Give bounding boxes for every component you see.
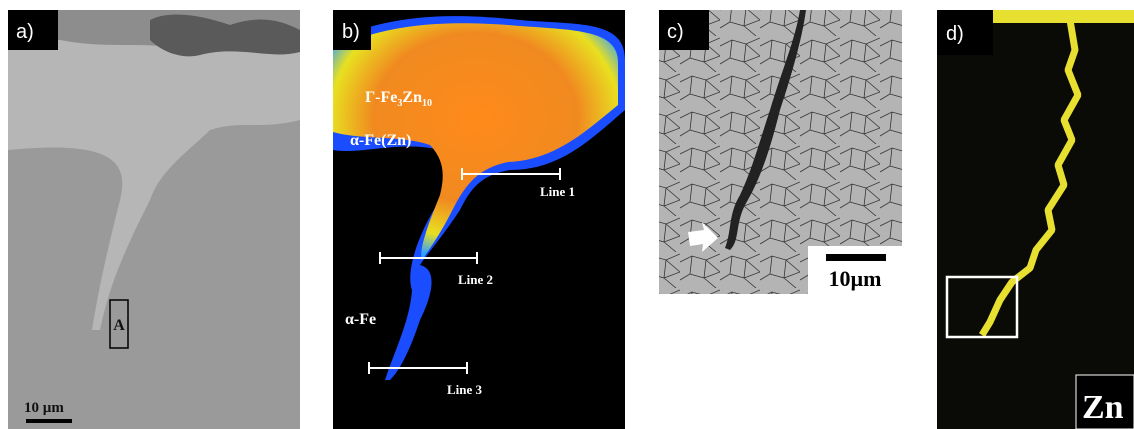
panel-b: b) Γ-Fe3Zn10 α-Fe(Zn) Line 1 Line 2 Line…: [333, 10, 625, 429]
panel-d: d) Zn: [937, 10, 1134, 429]
phase-part: Zn: [402, 89, 422, 106]
phase-label: α-Fe(Zn): [350, 132, 411, 149]
phase-label: α-Fe: [345, 311, 376, 328]
line-label: Line 2: [458, 272, 493, 287]
panel-c: c) 10µm: [659, 10, 902, 294]
panel-label: b): [342, 21, 360, 43]
element-label: Zn: [1082, 389, 1124, 426]
scale-label: 10 µm: [24, 400, 64, 416]
scale-label: 10µm: [828, 266, 881, 291]
phase-part: Γ-Fe: [365, 89, 397, 106]
line-label: Line 1: [540, 184, 575, 199]
panel-a: a) A 10 µm: [8, 10, 300, 429]
region-label: A: [113, 317, 125, 334]
phase-sub: 10: [422, 98, 432, 109]
surface-zinc: [990, 10, 1134, 23]
line-label: Line 3: [447, 382, 483, 397]
scale-bar: [26, 419, 72, 423]
panel-label: c): [667, 21, 684, 43]
panel-label: a): [16, 21, 34, 43]
panel-label: d): [946, 23, 964, 45]
figure: a) A 10 µm b) Γ-Fe3Zn10 α-Fe(Zn) Line 1 …: [0, 0, 1134, 429]
scale-bar: [826, 254, 886, 261]
image-d: [937, 10, 1134, 429]
